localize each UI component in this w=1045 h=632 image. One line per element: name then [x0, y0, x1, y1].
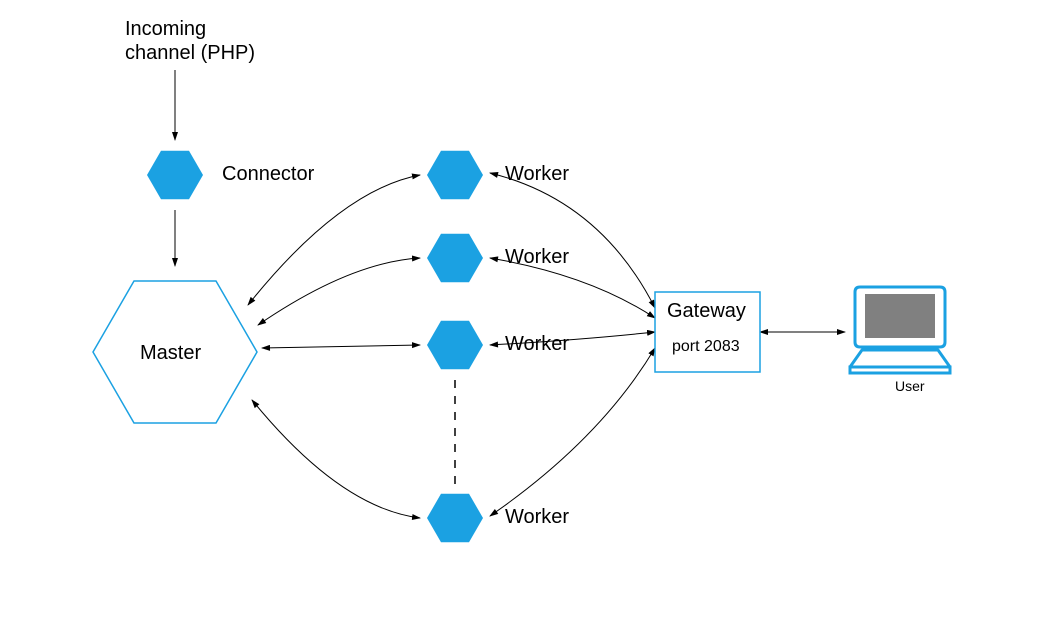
worker1-label: Worker: [505, 163, 569, 186]
edge-4: [262, 345, 420, 348]
worker1-hex-icon: [427, 151, 483, 199]
worker3-hex-icon: [427, 321, 483, 369]
incoming-label-line2: channel (PHP): [125, 42, 255, 65]
edge-3: [258, 258, 420, 325]
worker4-hex-icon: [427, 494, 483, 542]
gateway-port-label: port 2083: [672, 338, 740, 356]
worker3-label: Worker: [505, 333, 569, 356]
worker2-hex-icon: [427, 234, 483, 282]
connector-hex-icon: [147, 151, 203, 199]
user-label: User: [895, 378, 925, 394]
gateway-title-label: Gateway: [667, 300, 746, 323]
worker4-label: Worker: [505, 506, 569, 529]
incoming-label-line1: Incoming: [125, 18, 206, 41]
connector-label: Connector: [222, 163, 314, 186]
user-computer-icon: [850, 287, 950, 373]
edge-9: [490, 348, 655, 516]
edge-5: [252, 400, 420, 518]
edge-6: [490, 173, 655, 308]
edge-2: [248, 175, 420, 305]
architecture-diagram: [0, 0, 1045, 632]
worker2-label: Worker: [505, 246, 569, 269]
master-label: Master: [140, 342, 201, 365]
